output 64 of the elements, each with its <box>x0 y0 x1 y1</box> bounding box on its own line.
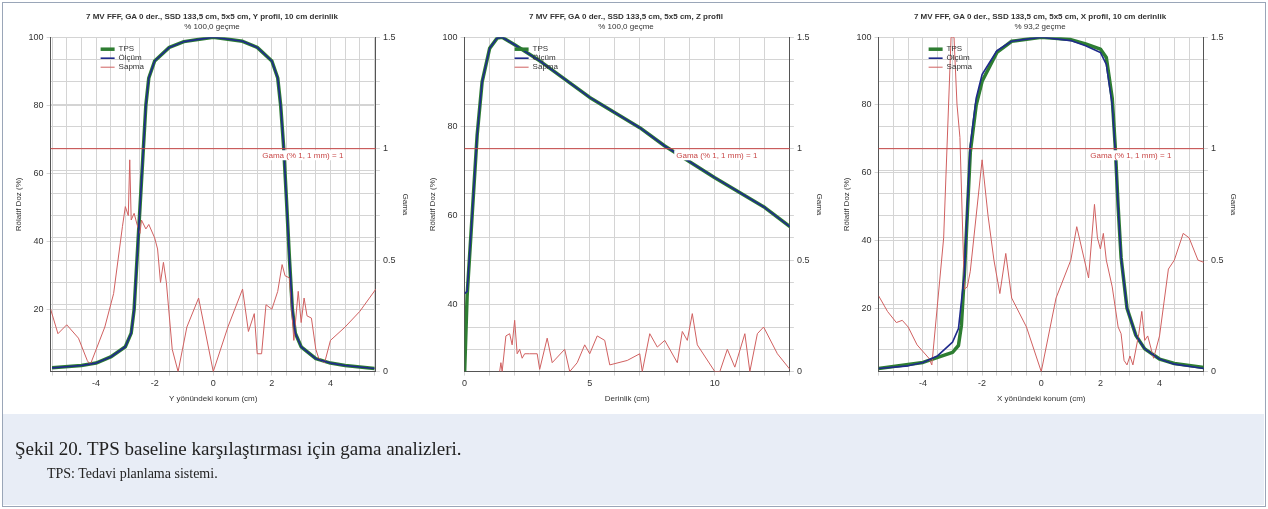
y2-tick-label: 0 <box>382 366 388 377</box>
y2-tick-label: 1 <box>1210 143 1216 154</box>
chart-subtitle: % 93,2 geçme <box>1014 21 1067 31</box>
y-axis-title: Rölatif Doz (%) <box>842 177 851 232</box>
x-tick-label: 2 <box>1097 378 1103 389</box>
legend-label: TPS <box>118 44 135 54</box>
x-tick-label: -4 <box>92 378 101 389</box>
y-tick-label: 100 <box>856 31 872 42</box>
y-tick-label: 80 <box>33 99 44 110</box>
chart-title: 7 MV FFF, GA 0 der., SSD 133,5 cm, 5x5 cm, Z profil <box>529 12 723 21</box>
ref-line-label: Gama (% 1, 1 mm) = 1 <box>1090 150 1172 160</box>
chart-subtitle: % 100,0 geçme <box>184 21 241 31</box>
y-tick-label: 20 <box>861 302 872 313</box>
x-tick-label: 10 <box>709 378 720 389</box>
x-tick-label: 5 <box>587 378 593 389</box>
ref-line-label: Gama (% 1, 1 mm) = 1 <box>262 150 344 160</box>
legend-label: TPS <box>532 44 549 54</box>
y2-tick-label: 1.5 <box>796 31 810 42</box>
y-tick-label: 100 <box>442 31 458 42</box>
y2-tick-label: 0.5 <box>382 254 396 265</box>
chart-title: 7 MV FFF, GA 0 der., SSD 133,5 cm, 5x5 cm, X profil, 10 cm derinlik <box>913 12 1167 21</box>
y-tick-label: 40 <box>33 235 44 246</box>
y2-tick-label: 1 <box>382 143 388 154</box>
y2-tick-label: 0.5 <box>1210 254 1224 265</box>
y-axis-title: Rölatif Doz (%) <box>14 177 23 232</box>
text: Şekil 20. TPS baseline karşılaştırması için gama analizleri. <box>15 438 462 460</box>
chart-subtitle: % 100,0 geçme <box>598 21 655 31</box>
y-tick-label: 100 <box>28 31 44 42</box>
x-tick-label: 0 <box>210 378 216 389</box>
y2-tick-label: 1 <box>796 143 802 154</box>
x-axis-title: X yönündeki konum (cm) <box>997 394 1086 404</box>
y2-tick-label: 0 <box>1210 366 1216 377</box>
y-tick-label: 40 <box>447 299 458 310</box>
y-tick-label: 40 <box>861 234 872 245</box>
y-tick-label: 60 <box>861 167 872 178</box>
y-tick-label: 80 <box>861 99 872 110</box>
legend-label: Ölçüm <box>946 53 971 63</box>
y2-axis-title: Gama <box>1229 193 1238 216</box>
chart-title: 7 MV FFF, GA 0 der., SSD 133,5 cm, 5x5 cm, Y profil, 10 cm derinlik <box>86 12 339 21</box>
x-tick-label: 4 <box>327 378 333 389</box>
ref-line-label: Gama (% 1, 1 mm) = 1 <box>676 150 758 160</box>
legend-label: Sapma <box>118 62 145 72</box>
y2-tick-label: 0 <box>796 366 802 377</box>
x-tick-label: 2 <box>269 378 275 389</box>
x-tick-label: 0 <box>1038 378 1044 389</box>
x-tick-label: 4 <box>1157 378 1163 389</box>
x-tick-label: 0 <box>462 378 468 389</box>
x-axis-title: Y yönündeki konum (cm) <box>169 394 258 404</box>
y2-tick-label: 1.5 <box>382 31 396 42</box>
y2-axis-title: Gama <box>815 193 824 216</box>
x-tick-label: -4 <box>918 378 927 389</box>
y2-tick-label: 1.5 <box>1210 31 1224 42</box>
y-axis-title: Rölatif Doz (%) <box>428 177 437 232</box>
y2-tick-label: 0.5 <box>796 254 810 265</box>
x-tick-label: -2 <box>978 378 987 389</box>
y-tick-label: 60 <box>33 167 44 178</box>
y2-axis-title: Gama <box>401 193 410 216</box>
text: TPS: Tedavi planlama sistemi. <box>47 466 218 482</box>
y-tick-label: 60 <box>447 210 458 221</box>
legend-label: Ölçüm <box>118 53 143 63</box>
x-axis-title: Derinlik (cm) <box>604 394 651 404</box>
y-tick-label: 80 <box>447 120 458 131</box>
x-tick-label: -2 <box>150 378 159 389</box>
y-tick-label: 20 <box>33 303 44 314</box>
